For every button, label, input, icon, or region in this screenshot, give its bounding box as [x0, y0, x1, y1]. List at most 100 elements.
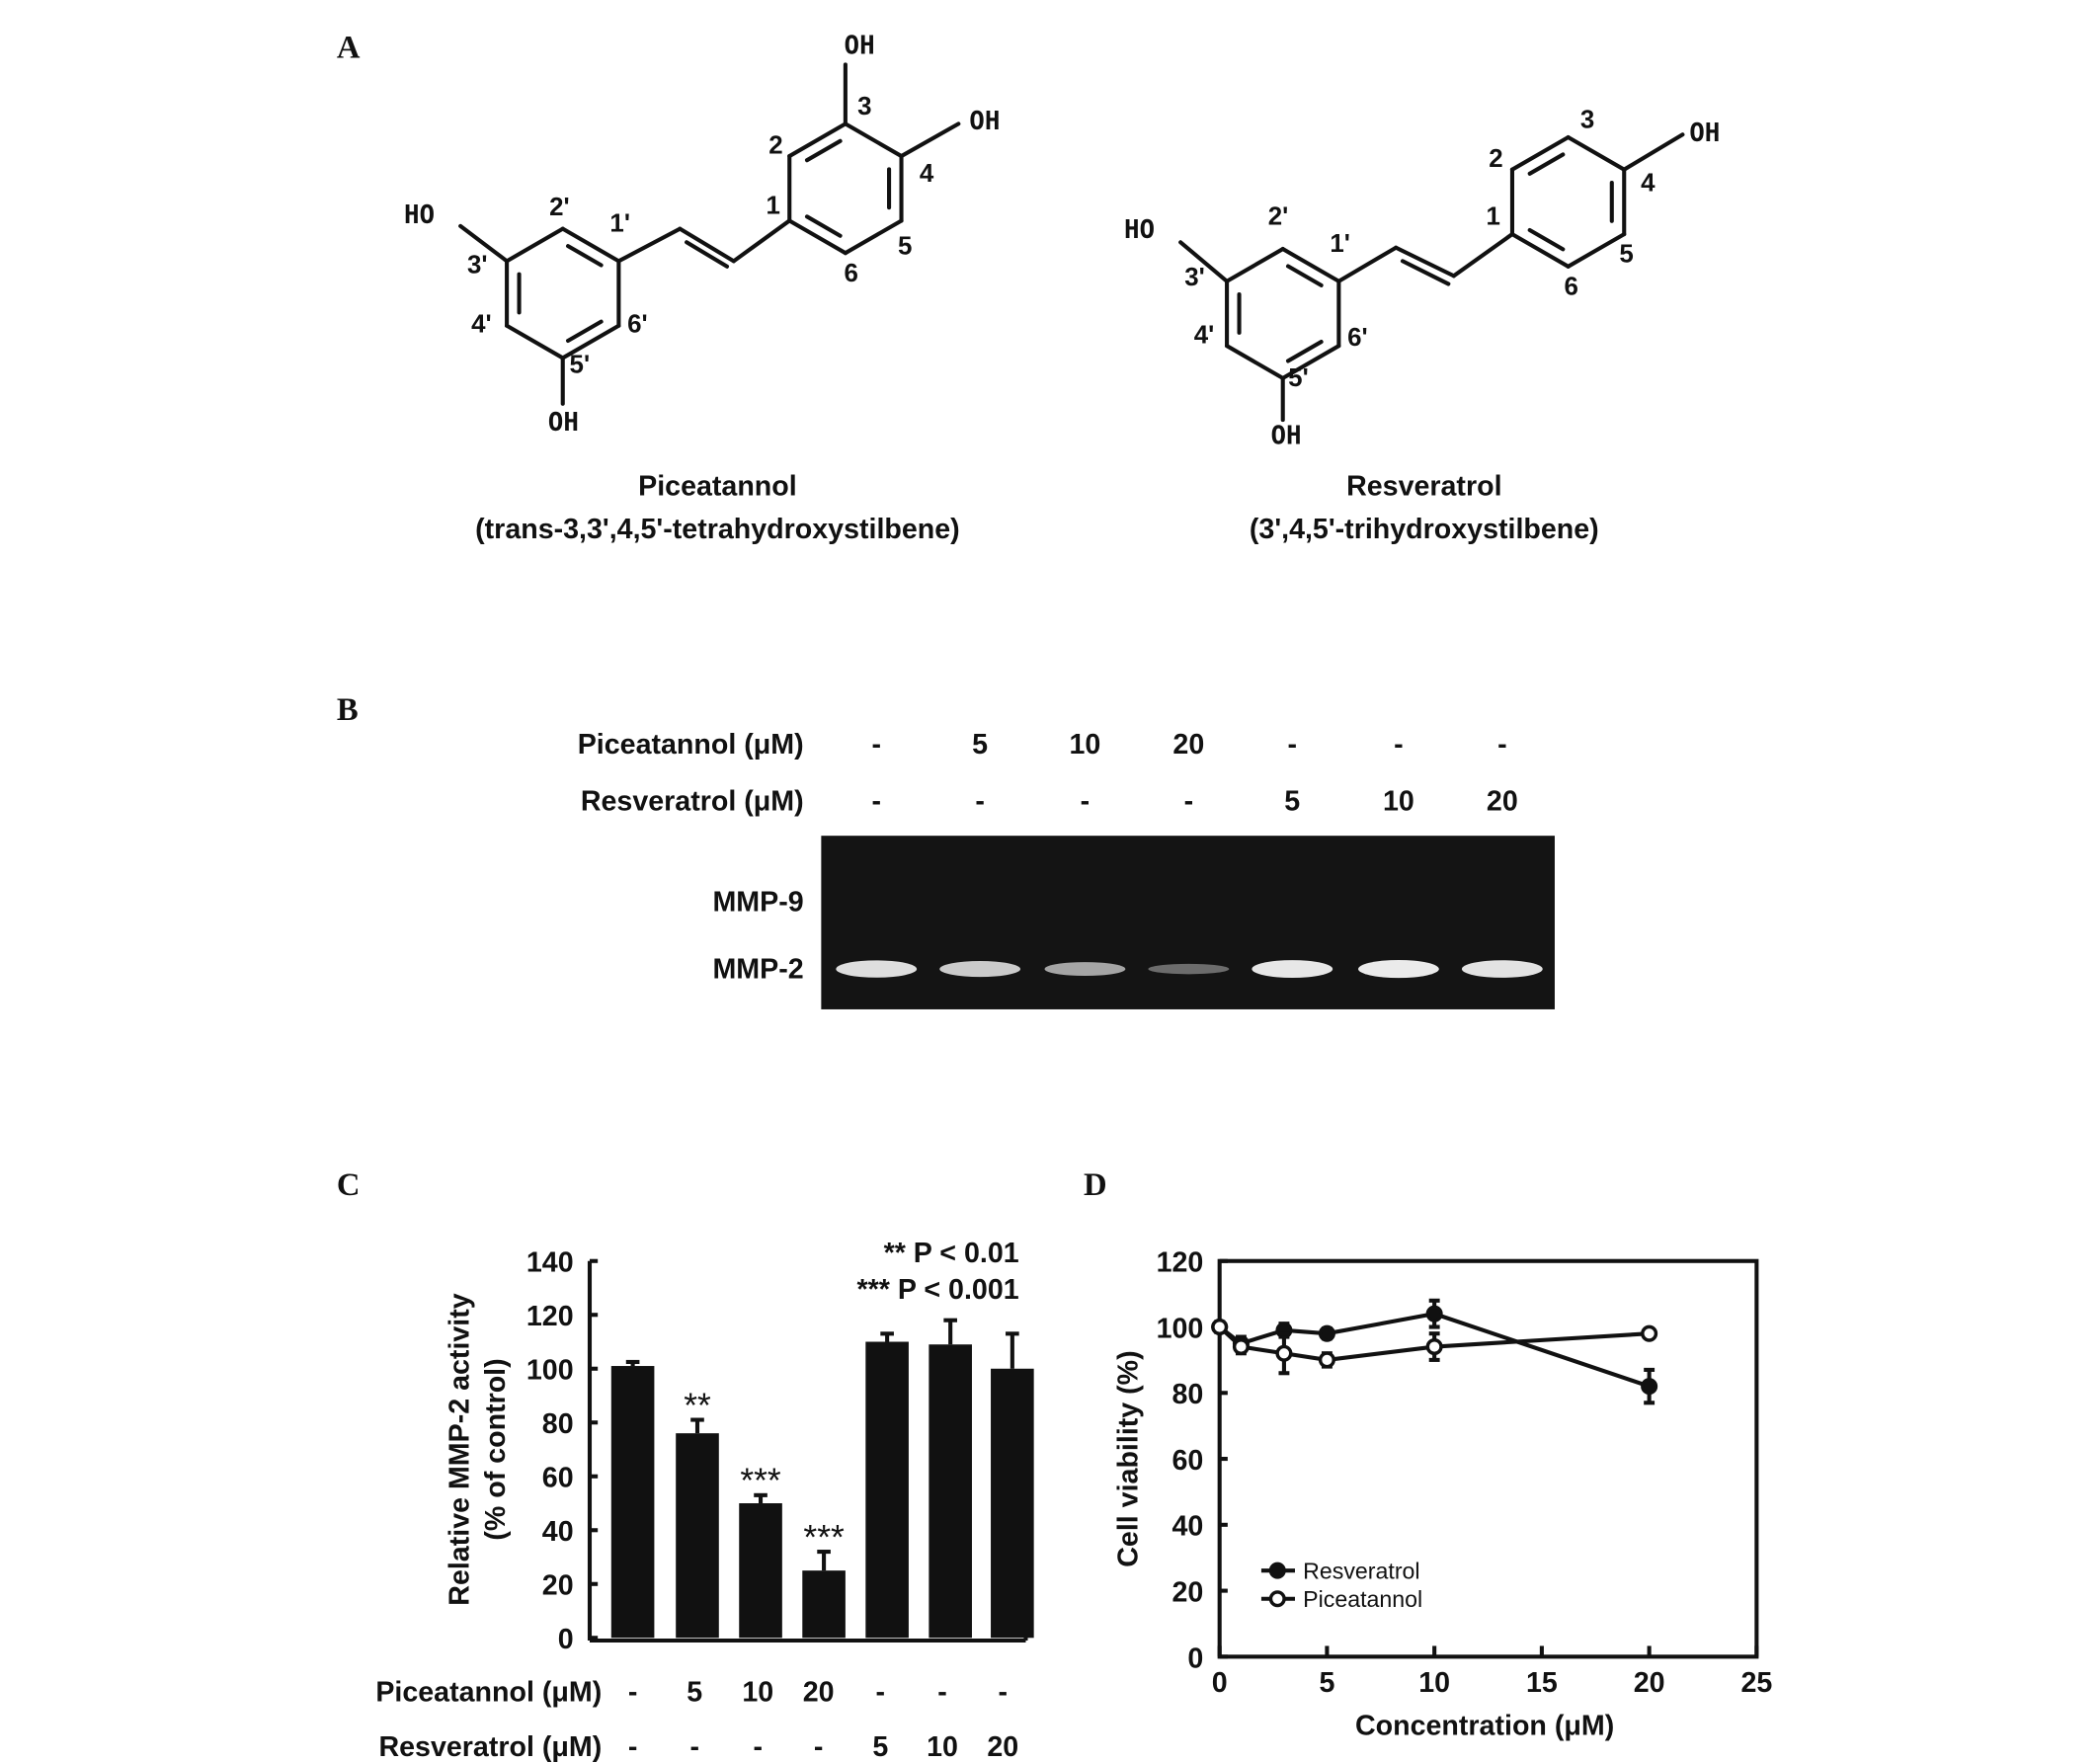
position-label: 6' — [1347, 324, 1368, 352]
position-label: 5 — [898, 233, 912, 261]
position-label: 2 — [1489, 145, 1502, 173]
position-label: 3' — [467, 252, 488, 280]
ring-bond — [1509, 232, 1571, 269]
ring-bond — [1225, 247, 1285, 283]
bar — [865, 1341, 909, 1639]
gel-resveratrol-dose: 10 — [1383, 785, 1414, 817]
data-point-resveratrol — [1318, 1324, 1335, 1342]
position-label: 1' — [609, 209, 630, 237]
x-tick-label: 20 — [1634, 1667, 1665, 1699]
double-bond — [565, 319, 604, 344]
y-tick-label: 40 — [542, 1516, 574, 1548]
position-label: 2' — [549, 194, 570, 221]
double-bond — [1285, 340, 1324, 363]
position-label: 3 — [857, 93, 871, 120]
group-oh: OH — [845, 32, 875, 61]
mmp2-band — [1044, 962, 1126, 977]
position-label: 1 — [766, 193, 779, 220]
gel-piceatannol-dose: - — [1497, 729, 1507, 761]
ring-bond — [787, 218, 848, 256]
group-ho: HO — [404, 200, 435, 230]
ring-bond — [1280, 344, 1341, 380]
data-point-piceatannol — [1318, 1351, 1335, 1369]
position-label: 2' — [1268, 203, 1289, 231]
mmp2-band — [939, 960, 1021, 978]
data-point-resveratrol — [1641, 1378, 1658, 1396]
y-axis-label: Relative MMP-2 activity — [444, 1293, 475, 1605]
position-label: 5' — [570, 351, 591, 378]
y-tick-label: 120 — [1157, 1247, 1204, 1279]
x-piceatannol-dose: - — [937, 1676, 947, 1708]
double-bond — [804, 138, 843, 163]
y-tick-label: 100 — [1157, 1313, 1204, 1344]
position-label: 6 — [845, 260, 858, 287]
gel-piceatannol-dose: 5 — [972, 729, 988, 761]
bar — [739, 1503, 782, 1639]
vinyl-bond — [1394, 245, 1456, 279]
position-label: 3 — [1580, 106, 1594, 133]
ring-bond — [505, 323, 565, 361]
panel-label-d: D — [1084, 1167, 1107, 1203]
y-tick-label: 20 — [542, 1570, 574, 1602]
double-bond — [804, 214, 843, 238]
bar — [991, 1368, 1034, 1639]
ring-bond — [1280, 247, 1341, 283]
significance-marker: *** — [803, 1517, 845, 1557]
x-tick-label: 5 — [1319, 1667, 1334, 1699]
x-resveratrol-dose: - — [690, 1731, 700, 1763]
x-resveratrol-dose: - — [754, 1731, 764, 1763]
y-tick-label: 40 — [1172, 1511, 1204, 1543]
bar — [676, 1433, 719, 1639]
gel-resveratrol-dose: - — [871, 785, 881, 817]
gel-piceatannol-dose: - — [1394, 729, 1404, 761]
gel-row-label-piceatannol: Piceatannol (μM) — [578, 729, 804, 761]
data-point-piceatannol — [1232, 1338, 1250, 1356]
x-tick-label: 15 — [1526, 1667, 1558, 1699]
vinyl-bond — [616, 226, 683, 264]
gel-resveratrol-dose: 5 — [1284, 785, 1300, 817]
bar — [610, 1366, 655, 1639]
legend-marker — [1268, 1590, 1286, 1608]
y-tick-label: 60 — [542, 1463, 574, 1494]
group-oh: OH — [1270, 422, 1301, 451]
oh-bond — [899, 121, 961, 159]
group-oh: OH — [548, 408, 579, 438]
x-piceatannol-dose: 20 — [803, 1676, 835, 1708]
oh-bond — [1178, 240, 1230, 283]
gel-band-label-mmp2: MMP-2 — [712, 954, 803, 986]
vinyl-bond — [678, 226, 736, 264]
position-label: 1' — [1330, 230, 1350, 258]
oh-bond — [458, 223, 510, 264]
compound-name: Piceatannol — [638, 470, 797, 502]
x-resveratrol-dose: - — [814, 1731, 824, 1763]
legend-label: Piceatannol — [1303, 1586, 1422, 1612]
vinyl-double-bond — [1400, 259, 1451, 286]
x-resveratrol-dose: - — [628, 1731, 638, 1763]
mmp2-band — [1148, 963, 1230, 975]
x-tick-label: 0 — [1212, 1667, 1228, 1699]
panel-label-c: C — [337, 1167, 361, 1203]
significance-marker: *** — [740, 1461, 781, 1500]
position-label: 6' — [627, 311, 648, 339]
position-label: 3' — [1184, 264, 1205, 291]
gel-piceatannol-dose: 10 — [1070, 729, 1101, 761]
vinyl-bond — [731, 218, 792, 264]
y-tick-label: 80 — [1172, 1379, 1204, 1410]
legend-label: Resveratrol — [1303, 1558, 1419, 1583]
y-tick-label: 120 — [526, 1301, 574, 1332]
gel-piceatannol-dose: - — [871, 729, 881, 761]
data-point-piceatannol — [1641, 1324, 1658, 1342]
x-resveratrol-dose: 20 — [987, 1731, 1018, 1763]
ring-bond — [1566, 134, 1627, 172]
position-label: 4 — [920, 160, 934, 188]
y-axis-label-2: (% of control) — [480, 1358, 512, 1540]
significance-marker: ** — [684, 1386, 711, 1425]
x-row-label-piceatannol: Piceatannol (μM) — [375, 1676, 602, 1708]
ring-bond — [843, 121, 904, 159]
y-tick-label: 80 — [542, 1408, 574, 1440]
gel-resveratrol-dose: - — [1081, 785, 1090, 817]
group-oh: OH — [969, 107, 1000, 136]
ring-bond — [505, 226, 565, 264]
